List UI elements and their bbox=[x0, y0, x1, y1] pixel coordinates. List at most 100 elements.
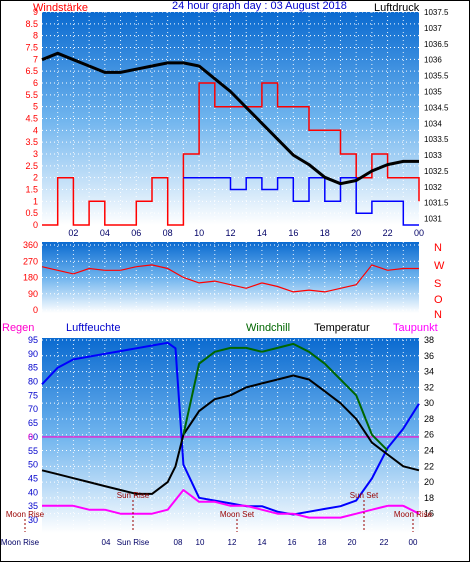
y-left-tick-label: 1 bbox=[33, 196, 38, 206]
y-right-tick-label: 1032.5 bbox=[424, 167, 449, 176]
y-left-tick-label: 35 bbox=[28, 501, 38, 511]
y-left-tick-label: 180 bbox=[23, 273, 38, 283]
x-tick-label: 04 bbox=[102, 538, 111, 547]
x-tick-label: 02 bbox=[68, 228, 78, 238]
y-right-tick-label: 32 bbox=[424, 382, 434, 392]
y-right-tick-label: 1034.5 bbox=[424, 103, 449, 112]
y-left-tick-label: 6 bbox=[33, 78, 38, 88]
y-left-tick-label: 3 bbox=[33, 149, 38, 159]
x-tick-label: 00 bbox=[409, 538, 418, 547]
x-tick-label: 10 bbox=[196, 538, 205, 547]
y-right-tick-label: 38 bbox=[424, 335, 434, 345]
y-left-tick-label: 55 bbox=[28, 446, 38, 456]
y-left-tick-label: 4 bbox=[33, 125, 38, 135]
y-left-tick-label: 8.5 bbox=[25, 19, 38, 29]
x-tick-label: 08 bbox=[163, 228, 173, 238]
y-right-tick-label: 1036 bbox=[424, 56, 442, 65]
y-left-tick-label: 9 bbox=[33, 7, 38, 17]
y-left-tick-label: 3.5 bbox=[25, 137, 38, 147]
y-right-tick-label: 1037 bbox=[424, 24, 442, 33]
direction-line bbox=[41, 264, 419, 293]
windchill-line bbox=[182, 342, 389, 452]
y-right-tick-label: 28 bbox=[424, 414, 434, 424]
legend-regen: Regen bbox=[2, 322, 34, 334]
y-right-tick-label: 1033 bbox=[424, 151, 442, 160]
x-tick-label: 00 bbox=[414, 228, 424, 238]
y-left-tick-label: 75 bbox=[28, 390, 38, 400]
y-left-tick-label: 5 bbox=[33, 102, 38, 112]
y-right-tick-label: 1035.5 bbox=[424, 72, 449, 81]
x-tick-label: 20 bbox=[348, 538, 357, 547]
y-right-tick-label: 1033.5 bbox=[424, 135, 449, 144]
x-tick-label: 14 bbox=[257, 228, 267, 238]
y-left-tick-label: 7 bbox=[33, 54, 38, 64]
y-right-tick-label: 1031.5 bbox=[424, 199, 449, 208]
y-left-tick-label: 6.5 bbox=[25, 66, 38, 76]
chart-title: 24 hour graph day : 03 August 2018 bbox=[172, 0, 347, 12]
x-tick-label: 20 bbox=[351, 228, 361, 238]
compass-w: W bbox=[434, 260, 445, 272]
event-annotation: Moon Rise bbox=[394, 510, 433, 519]
y-right-tick-label: 1037.5 bbox=[424, 8, 449, 17]
y-left-tick-label: 0 bbox=[33, 220, 38, 230]
compass-s: S bbox=[434, 278, 441, 290]
rain-zero-label: 0 bbox=[28, 432, 33, 442]
x-tick-label: Moon Rise bbox=[1, 538, 40, 547]
y-right-tick-label: 36 bbox=[424, 351, 434, 361]
legend-taupunkt: Taupunkt bbox=[393, 322, 438, 334]
y-right-tick-label: 30 bbox=[424, 398, 434, 408]
x-tick-label: 22 bbox=[383, 228, 393, 238]
x-tick-label: 18 bbox=[320, 228, 330, 238]
left-label: Windstärke bbox=[33, 2, 88, 14]
y-right-tick-label: 20 bbox=[424, 477, 434, 487]
y-right-tick-label: 1035 bbox=[424, 87, 442, 96]
y-left-tick-label: 60 bbox=[28, 432, 38, 442]
y-left-tick-label: 7.5 bbox=[25, 43, 38, 53]
event-annotation: Sun Rise bbox=[117, 491, 150, 500]
y-left-tick-label: 4.5 bbox=[25, 114, 38, 124]
x-tick-label: 14 bbox=[258, 538, 267, 547]
y-left-tick-label: 0.5 bbox=[25, 208, 38, 218]
y-right-tick-label: 34 bbox=[424, 367, 434, 377]
x-tick-label: 18 bbox=[318, 538, 327, 547]
y-right-tick-label: 1036.5 bbox=[424, 40, 449, 49]
y-left-tick-label: 50 bbox=[28, 460, 38, 470]
y-left-tick-label: 70 bbox=[28, 404, 38, 414]
pressure-line bbox=[41, 51, 419, 186]
event-annotation: Moon Set bbox=[220, 510, 255, 519]
event-annotation: Moon Rise bbox=[6, 510, 45, 519]
y-right-tick-label: 1031 bbox=[424, 215, 442, 224]
temperatur-line bbox=[41, 374, 420, 495]
y-left-tick-label: 8 bbox=[33, 31, 38, 41]
compass-o: O bbox=[434, 294, 443, 306]
y-left-tick-label: 270 bbox=[23, 256, 38, 266]
y-left-tick-label: 1.5 bbox=[25, 185, 38, 195]
y-left-tick-label: 65 bbox=[28, 418, 38, 428]
x-tick-label: 10 bbox=[194, 228, 204, 238]
event-annotation: Sun Set bbox=[350, 491, 379, 500]
compass-n2: N bbox=[434, 309, 442, 321]
y-left-tick-label: 360 bbox=[23, 240, 38, 250]
legend-temperatur: Temperatur bbox=[314, 322, 370, 334]
y-right-tick-label: 24 bbox=[424, 446, 434, 456]
y-right-tick-label: 16 bbox=[424, 509, 434, 519]
y-right-tick-label: 22 bbox=[424, 461, 434, 471]
y-right-tick-label: 1034 bbox=[424, 119, 442, 128]
y-left-tick-label: 45 bbox=[28, 473, 38, 483]
compass-n1: N bbox=[434, 242, 442, 254]
taupunkt-line bbox=[42, 489, 420, 519]
y-right-tick-label: 26 bbox=[424, 430, 434, 440]
y-left-tick-label: 2.5 bbox=[25, 161, 38, 171]
x-tick-label: 12 bbox=[228, 538, 237, 547]
x-tick-label: 12 bbox=[225, 228, 235, 238]
y-left-tick-label: 0 bbox=[33, 305, 38, 315]
y-right-tick-label: 1032 bbox=[424, 183, 442, 192]
legend-luftfeuchte: Luftfeuchte bbox=[66, 322, 120, 334]
y-left-tick-label: 40 bbox=[28, 487, 38, 497]
y-left-tick-label: 95 bbox=[28, 335, 38, 345]
legend-windchill: Windchill bbox=[246, 322, 290, 334]
x-tick-label: 16 bbox=[288, 538, 297, 547]
y-left-tick-label: 90 bbox=[28, 349, 38, 359]
luftfeuchte-line bbox=[41, 341, 420, 516]
